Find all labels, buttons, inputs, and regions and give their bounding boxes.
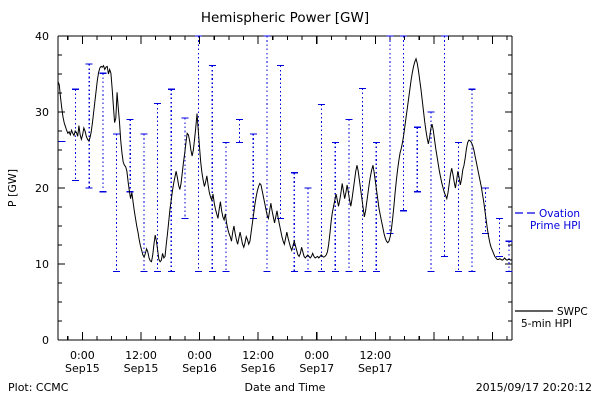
x-axis-label: Date and Time bbox=[245, 381, 326, 394]
y-tick-label: 40 bbox=[35, 30, 49, 43]
legend-ovation-label-line2: Prime HPI bbox=[530, 220, 581, 232]
plot-credit: Plot: CCMC bbox=[8, 381, 69, 394]
y-tick-label: 20 bbox=[35, 182, 49, 195]
plot-frame bbox=[57, 35, 513, 341]
y-axis-label: P [GW] bbox=[6, 169, 19, 207]
x-tick-date: Sep17 bbox=[358, 362, 393, 375]
x-tick-date: Sep15 bbox=[65, 362, 100, 375]
y-axis-tick-labels: 0 10 20 30 40 bbox=[35, 30, 49, 347]
x-tick-date: Sep17 bbox=[299, 362, 334, 375]
x-tick-date: Sep16 bbox=[241, 362, 276, 375]
x-tick-time: 0:00 bbox=[187, 349, 212, 362]
legend-entry-swpc: SWPC 5-min HPI bbox=[515, 306, 588, 330]
x-tick-time: 0:00 bbox=[304, 349, 329, 362]
y-tick-label: 10 bbox=[35, 258, 49, 271]
x-tick-time: 12:00 bbox=[359, 349, 391, 362]
x-tick-date: Sep16 bbox=[182, 362, 217, 375]
series-ovation-prime-hpi bbox=[58, 35, 513, 273]
chart-title: Hemispheric Power [GW] bbox=[201, 10, 369, 26]
x-axis-tick-labels: 0:00Sep1512:00Sep150:00Sep1612:00Sep160:… bbox=[65, 349, 393, 375]
x-tick-time: 12:00 bbox=[125, 349, 157, 362]
y-tick-label: 0 bbox=[42, 334, 49, 347]
legend-entry-ovation: Ovation Prime HPI bbox=[515, 208, 581, 232]
x-axis-ticks bbox=[67, 36, 508, 340]
y-tick-label: 30 bbox=[35, 106, 49, 119]
x-tick-date: Sep15 bbox=[124, 362, 159, 375]
y-axis-ticks bbox=[58, 35, 512, 341]
series-swpc-5min-hpi bbox=[57, 57, 513, 263]
x-tick-time: 12:00 bbox=[242, 349, 274, 362]
plot-timestamp: 2015/09/17 20:20:12 bbox=[476, 381, 592, 394]
legend-swpc-label-line2: 5-min HPI bbox=[521, 318, 572, 330]
x-tick-time: 0:00 bbox=[70, 349, 95, 362]
legend-ovation-label-line1: Ovation bbox=[539, 208, 580, 220]
legend-swpc-label-line1: SWPC bbox=[557, 306, 588, 318]
